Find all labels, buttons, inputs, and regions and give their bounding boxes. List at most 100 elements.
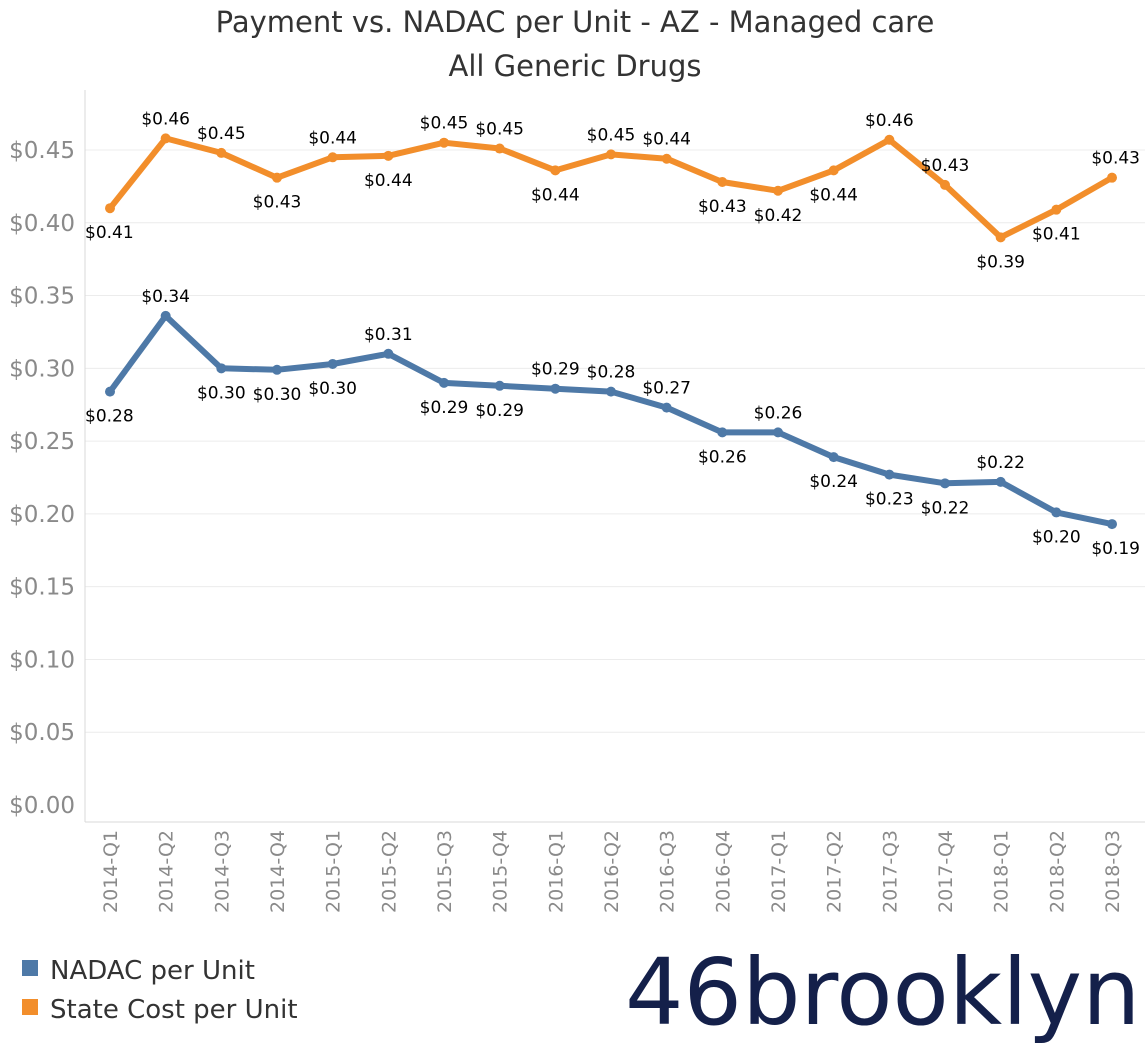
data-point (606, 386, 616, 397)
data-label: $0.30 (253, 385, 302, 405)
data-label: $0.19 (1091, 539, 1140, 559)
data-label: $0.26 (698, 447, 747, 467)
x-tick-label: 2016-Q2 (601, 830, 623, 913)
y-tick-label: $0.00 (9, 793, 75, 819)
x-tick-label: 2018-Q3 (1102, 830, 1124, 913)
data-point (773, 427, 783, 438)
x-tick-label: 2015-Q4 (490, 830, 512, 913)
x-tick-label: 2018-Q2 (1046, 830, 1068, 913)
data-label: $0.45 (197, 124, 246, 144)
y-tick-label: $0.30 (9, 356, 75, 382)
data-point (105, 203, 115, 214)
y-tick-label: $0.45 (9, 138, 75, 164)
legend-swatch-nadac (22, 960, 38, 976)
data-label: $0.31 (364, 325, 413, 345)
data-point (216, 147, 227, 158)
series-state-cost-per-unit: $0.41 $0.46 $0.45 $0.43 $0.44 $0.44 $0.45 $0.45… (85, 109, 1140, 272)
y-tick-label: $0.25 (9, 429, 75, 455)
data-point (606, 149, 616, 160)
data-point (494, 143, 505, 154)
data-point (828, 452, 839, 463)
data-label: $0.46 (865, 111, 914, 131)
y-axis: $0.00 $0.05 $0.10 $0.15 $0.20 $0.25 $0.30 $0.35… (9, 90, 86, 822)
data-label: $0.29 (420, 398, 469, 418)
x-tick-label: 2018-Q1 (991, 830, 1013, 913)
data-point (439, 137, 449, 148)
data-point (216, 363, 227, 374)
data-point (1107, 519, 1117, 530)
data-label: $0.44 (531, 185, 580, 205)
data-point (773, 185, 783, 196)
data-label: $0.45 (420, 114, 469, 134)
series-nadac-per-unit: $0.28 $0.34 $0.30 $0.30 $0.30 $0.31 $0.29 $0.29… (85, 287, 1140, 559)
data-label: $0.44 (642, 130, 691, 150)
data-label: $0.41 (85, 223, 134, 243)
data-point (494, 380, 505, 391)
data-point (661, 402, 672, 413)
x-tick-label: 2017-Q4 (935, 830, 957, 913)
x-tick-label: 2015-Q3 (434, 830, 456, 913)
series-line (107, 312, 1115, 528)
data-point (995, 476, 1006, 487)
x-tick-label: 2017-Q3 (879, 830, 901, 913)
data-label: $0.28 (85, 407, 134, 427)
x-tick-label: 2014-Q3 (211, 830, 233, 913)
logo-46brooklyn: 46brooklyn (625, 939, 1140, 1046)
data-point (439, 377, 449, 388)
data-label: $0.30 (197, 383, 246, 403)
data-label: $0.30 (308, 379, 357, 399)
data-point (940, 179, 950, 190)
legend-swatch-state-cost (22, 999, 38, 1015)
x-axis: 2014-Q1 2014-Q2 2014-Q3 2014-Q4 2015-Q1 2015-… (85, 821, 1145, 913)
data-label: $0.44 (308, 128, 357, 148)
data-label: $0.44 (809, 185, 858, 205)
y-tick-label: $0.40 (9, 211, 75, 237)
data-label: $0.22 (976, 453, 1025, 473)
data-label: $0.34 (141, 287, 190, 307)
data-label: $0.29 (531, 360, 580, 380)
chart-title: Payment vs. NADAC per Unit - AZ - Manage… (216, 5, 935, 39)
data-point (550, 165, 561, 176)
x-tick-label: 2016-Q4 (712, 830, 734, 913)
y-tick-label: $0.20 (9, 502, 75, 528)
data-label: $0.43 (698, 197, 747, 217)
legend-label-nadac: NADAC per Unit (50, 956, 255, 986)
legend: NADAC per Unit State Cost per Unit (22, 956, 298, 1025)
data-label: $0.42 (754, 206, 803, 226)
data-label: $0.43 (1091, 149, 1140, 169)
x-tick-label: 2017-Q1 (768, 830, 790, 913)
data-point (327, 152, 338, 163)
data-point (828, 165, 839, 176)
y-tick-label: $0.05 (9, 720, 75, 746)
x-tick-label: 2016-Q3 (657, 830, 679, 913)
data-point (383, 348, 394, 359)
data-label: $0.39 (976, 252, 1025, 272)
x-tick-label: 2015-Q1 (323, 830, 345, 913)
data-point (160, 310, 171, 321)
data-point (160, 133, 171, 144)
data-point (940, 478, 950, 489)
x-tick-label: 2017-Q2 (824, 830, 846, 913)
x-tick-label: 2016-Q1 (545, 830, 567, 913)
y-tick-label: $0.15 (9, 575, 75, 601)
data-point (105, 386, 115, 397)
legend-label-state-cost: State Cost per Unit (50, 995, 298, 1025)
data-point (884, 134, 895, 145)
data-point (661, 153, 672, 164)
series-layer: $0.28 $0.34 $0.30 $0.30 $0.30 $0.31 $0.29 $0.29… (85, 109, 1140, 559)
data-label: $0.29 (475, 401, 524, 421)
data-label: $0.43 (921, 156, 970, 176)
chart-subtitle: All Generic Drugs (449, 49, 702, 83)
data-label: $0.24 (809, 472, 858, 492)
data-label: $0.22 (921, 498, 970, 518)
data-label: $0.45 (587, 125, 636, 145)
data-point (272, 364, 282, 375)
data-label: $0.26 (754, 403, 803, 423)
data-label: $0.23 (865, 490, 914, 510)
y-tick-label: $0.10 (9, 647, 75, 673)
y-tick-label: $0.35 (9, 284, 75, 310)
data-point (550, 383, 561, 394)
data-label: $0.46 (141, 109, 190, 129)
data-point (272, 172, 282, 183)
